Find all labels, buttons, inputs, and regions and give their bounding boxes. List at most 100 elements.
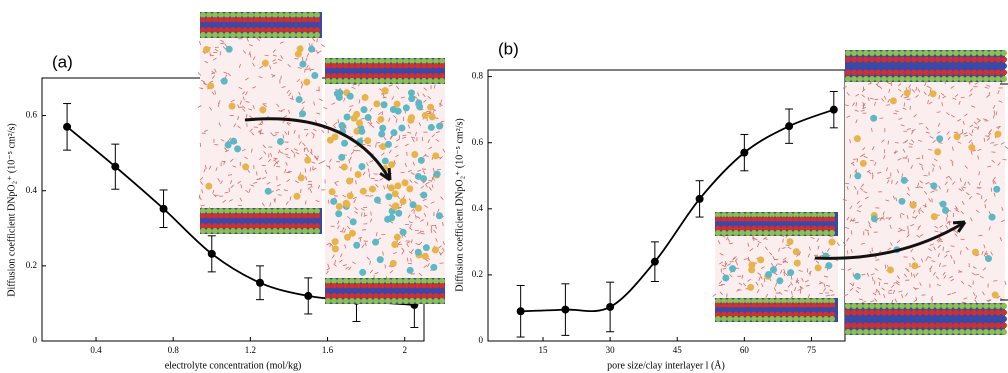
atom: [799, 302, 805, 309]
atom: [254, 218, 260, 224]
water-molecule: [431, 134, 435, 138]
atom: [218, 213, 224, 219]
water-molecule: [986, 299, 991, 302]
atom: [349, 283, 355, 289]
atom: [971, 316, 977, 322]
atom: [373, 298, 379, 304]
atom: [917, 303, 923, 309]
atom: [757, 230, 763, 236]
water-molecule: [874, 161, 877, 166]
water-molecule: [237, 180, 241, 184]
water-molecule: [427, 263, 430, 267]
atom: [869, 63, 875, 69]
water-molecule: [799, 285, 802, 290]
water-molecule: [927, 99, 929, 104]
atom: [206, 228, 212, 234]
water-molecule: [369, 107, 373, 112]
water-molecule: [844, 293, 849, 296]
water-molecule: [938, 95, 940, 100]
water-molecule: [934, 225, 939, 229]
atom: [989, 309, 995, 316]
atom: [272, 208, 278, 214]
ion: [331, 238, 339, 246]
ion: [228, 102, 236, 110]
ion: [786, 238, 794, 246]
atom: [947, 303, 953, 309]
atom: [935, 63, 941, 69]
atom: [230, 32, 236, 38]
atom: [787, 311, 793, 318]
atom: [248, 32, 254, 38]
atom: [899, 309, 905, 316]
atom: [959, 50, 965, 56]
water-molecule: [954, 208, 959, 210]
atom: [905, 303, 911, 309]
water-molecule: [272, 59, 277, 62]
water-molecule: [348, 159, 351, 164]
atom: [935, 50, 941, 56]
water-molecule: [313, 101, 316, 106]
atom: [721, 311, 727, 318]
water-molecule: [339, 231, 345, 233]
water-molecule: [900, 212, 905, 216]
water-molecule: [938, 185, 941, 190]
water-molecule: [935, 275, 939, 280]
atom: [733, 221, 739, 227]
atom: [899, 63, 905, 69]
atom: [887, 329, 893, 335]
water-molecule: [950, 254, 953, 259]
water-molecule: [923, 190, 928, 195]
water-molecule: [862, 147, 866, 151]
water-molecule: [768, 251, 773, 256]
atom: [373, 63, 379, 69]
atom: [959, 309, 965, 316]
water-molecule: [333, 263, 337, 267]
water-molecule: [210, 72, 215, 75]
atom: [260, 228, 266, 234]
ion: [387, 184, 395, 192]
atom: [427, 298, 433, 304]
atom: [959, 56, 965, 63]
water-molecule: [199, 87, 204, 90]
atom: [721, 230, 727, 236]
atom: [361, 283, 367, 289]
atom: [272, 218, 278, 224]
atom: [953, 329, 959, 335]
atom: [775, 316, 781, 322]
ion: [338, 122, 346, 130]
ion: [936, 135, 944, 143]
atom: [218, 208, 224, 214]
water-molecule: [295, 151, 300, 155]
atom: [373, 288, 379, 294]
atom: [379, 288, 385, 294]
atom: [308, 223, 314, 229]
atom: [1001, 69, 1007, 76]
water-molecule: [297, 66, 302, 70]
atom: [923, 69, 929, 76]
atom: [421, 278, 427, 284]
atom: [857, 309, 863, 316]
atom: [212, 27, 218, 33]
water-molecule: [787, 284, 791, 288]
atom: [200, 223, 206, 229]
water-molecule: [918, 207, 922, 211]
atom: [415, 78, 421, 84]
water-molecule: [208, 165, 212, 170]
water-molecule: [220, 139, 225, 142]
ion: [934, 148, 942, 156]
water-molecule: [896, 282, 900, 286]
water-molecule: [944, 181, 948, 186]
water-molecule: [910, 224, 915, 227]
water-molecule: [360, 208, 365, 211]
water-molecule: [972, 149, 977, 152]
atom: [272, 213, 278, 219]
water-molecule: [896, 239, 901, 244]
ion: [224, 141, 232, 149]
atom: [314, 213, 320, 219]
water-molecule: [974, 82, 979, 85]
water-molecule: [976, 193, 981, 195]
water-molecule: [936, 131, 941, 134]
water-molecule: [852, 218, 856, 222]
atom: [349, 63, 355, 69]
water-molecule: [286, 178, 291, 182]
